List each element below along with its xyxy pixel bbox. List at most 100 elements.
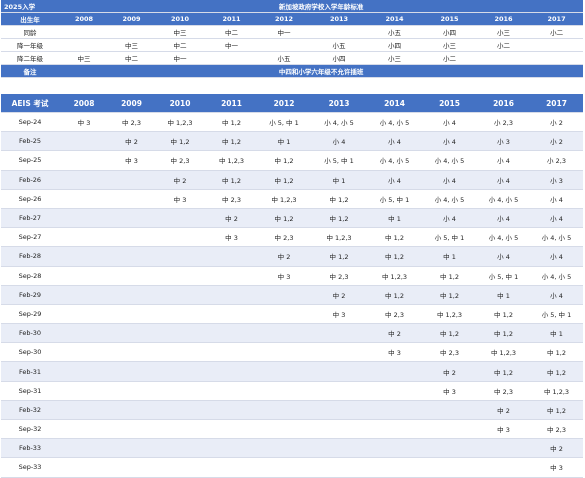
eligible-grade-cell: 中 1 xyxy=(367,208,422,228)
eligible-grade-cell: 中 2 xyxy=(257,246,311,266)
eligible-grade-cell xyxy=(109,170,154,190)
eligible-grade-cell xyxy=(109,246,154,266)
eligible-grade-cell: 小 4 xyxy=(477,170,530,190)
eligible-grade-cell xyxy=(59,304,109,324)
eligible-grade-cell xyxy=(154,400,206,420)
eligible-grade-cell xyxy=(206,266,257,286)
eligible-grade-cell xyxy=(206,381,257,401)
eligible-grade-cell: 中 3 xyxy=(477,419,530,439)
note-text: 中四和小学六年级不允许插班 xyxy=(59,64,584,78)
eligible-grade-cell xyxy=(109,266,154,286)
exam-date: Feb-31 xyxy=(1,361,59,382)
year-header: 2016 xyxy=(477,94,530,113)
grade-cell: 小五 xyxy=(257,51,311,65)
year-header: 2013 xyxy=(311,12,367,26)
grade-cell: 小三 xyxy=(477,25,530,39)
eligible-grade-cell xyxy=(311,323,367,343)
eligible-grade-cell xyxy=(59,266,109,286)
exam-date: Feb-26 xyxy=(1,170,59,190)
eligible-grade-cell: 中 2,3 xyxy=(367,304,422,324)
eligible-grade-cell: 中 1,2 xyxy=(154,131,206,151)
exam-date: Sep-24 xyxy=(1,112,59,132)
eligible-grade-cell: 小 4 xyxy=(477,208,530,228)
eligible-grade-cell xyxy=(257,285,311,305)
eligible-grade-cell xyxy=(59,189,109,209)
eligible-grade-cell: 中 2 xyxy=(311,285,367,305)
grade-cell: 中二 xyxy=(109,51,154,65)
eligible-grade-cell: 中 2 xyxy=(530,438,583,458)
eligible-grade-cell xyxy=(154,246,206,266)
eligible-grade-cell xyxy=(109,342,154,362)
year-header: 2014 xyxy=(367,12,422,26)
eligible-grade-cell: 小 4, 小 5 xyxy=(477,227,530,247)
eligible-grade-cell xyxy=(257,457,311,478)
eligible-grade-cell: 中 1,2,3 xyxy=(257,189,311,209)
exam-date: Sep-25 xyxy=(1,150,59,171)
eligible-grade-cell xyxy=(206,400,257,420)
eligible-grade-cell xyxy=(422,419,477,439)
year-header: 2009 xyxy=(109,12,154,26)
eligible-grade-cell: 中 3 xyxy=(530,457,583,478)
eligible-grade-cell xyxy=(257,304,311,324)
eligible-grade-cell xyxy=(154,438,206,458)
grade-cell: 中二 xyxy=(206,25,257,39)
grade-cell xyxy=(109,25,154,39)
eligible-grade-cell xyxy=(311,381,367,401)
eligible-grade-cell xyxy=(311,361,367,382)
exam-date: Sep-30 xyxy=(1,342,59,362)
birth-year-header-row: 出生年 2008 2009 2010 2011 2012 2013 2014 2… xyxy=(1,12,584,26)
title-row: 2025入学 新加坡政府学校入学年龄标准 xyxy=(1,0,584,13)
aeis-exam-label: AEIS 考试 xyxy=(1,94,59,113)
eligible-grade-cell xyxy=(422,457,477,478)
year-header: 2016 xyxy=(477,12,530,26)
grade-cell: 小三 xyxy=(422,38,477,52)
exam-date: Feb-25 xyxy=(1,131,59,151)
eligible-grade-cell xyxy=(367,381,422,401)
grade-cell xyxy=(59,25,109,39)
eligible-grade-cell xyxy=(311,438,367,458)
exam-date: Sep-32 xyxy=(1,419,59,439)
eligible-grade-cell xyxy=(109,227,154,247)
year-header: 2008 xyxy=(59,94,109,113)
eligible-grade-cell: 小 4, 小 5 xyxy=(367,150,422,171)
grade-cell: 小四 xyxy=(311,51,367,65)
eligible-grade-cell: 中 1,2 xyxy=(206,131,257,151)
eligible-grade-cell xyxy=(206,323,257,343)
year-header: 2015 xyxy=(422,12,477,26)
eligible-grade-cell: 中 2 xyxy=(109,131,154,151)
eligible-grade-cell xyxy=(59,170,109,190)
eligible-grade-cell: 中 1,2,3 xyxy=(530,381,583,401)
grade-cell: 中一 xyxy=(154,51,206,65)
eligible-grade-cell xyxy=(477,438,530,458)
eligible-grade-cell: 中 1,2 xyxy=(422,323,477,343)
grade-cell: 小二 xyxy=(477,38,530,52)
eligible-grade-cell xyxy=(59,419,109,439)
eligible-grade-cell: 中 1,2 xyxy=(311,189,367,209)
eligible-grade-cell: 中 2,3 xyxy=(311,266,367,286)
eligible-grade-cell: 中 1,2 xyxy=(530,342,583,362)
eligible-grade-cell xyxy=(206,246,257,266)
exam-date: Sep-26 xyxy=(1,189,59,209)
eligible-grade-cell xyxy=(206,438,257,458)
exam-date: Sep-33 xyxy=(1,457,59,478)
eligible-grade-cell: 中 2,3 xyxy=(257,227,311,247)
year-header: 2017 xyxy=(530,12,584,26)
eligible-grade-cell xyxy=(206,342,257,362)
grade-cell: 中三 xyxy=(109,38,154,52)
eligible-grade-cell: 中 1,2 xyxy=(477,323,530,343)
exam-date: Feb-30 xyxy=(1,323,59,343)
eligible-grade-cell: 小 4, 小 5 xyxy=(422,189,477,209)
table-row: 降一年级 中三 中二 中一 小五 小四 小三 小二 xyxy=(1,38,584,52)
eligible-grade-cell xyxy=(154,361,206,382)
eligible-grade-cell xyxy=(154,304,206,324)
eligible-grade-cell xyxy=(154,266,206,286)
exam-row: Sep-33 中 3 xyxy=(1,457,583,478)
eligible-grade-cell: 小 2 xyxy=(530,112,583,132)
eligible-grade-cell xyxy=(257,400,311,420)
eligible-grade-cell: 中 2,3 xyxy=(530,419,583,439)
